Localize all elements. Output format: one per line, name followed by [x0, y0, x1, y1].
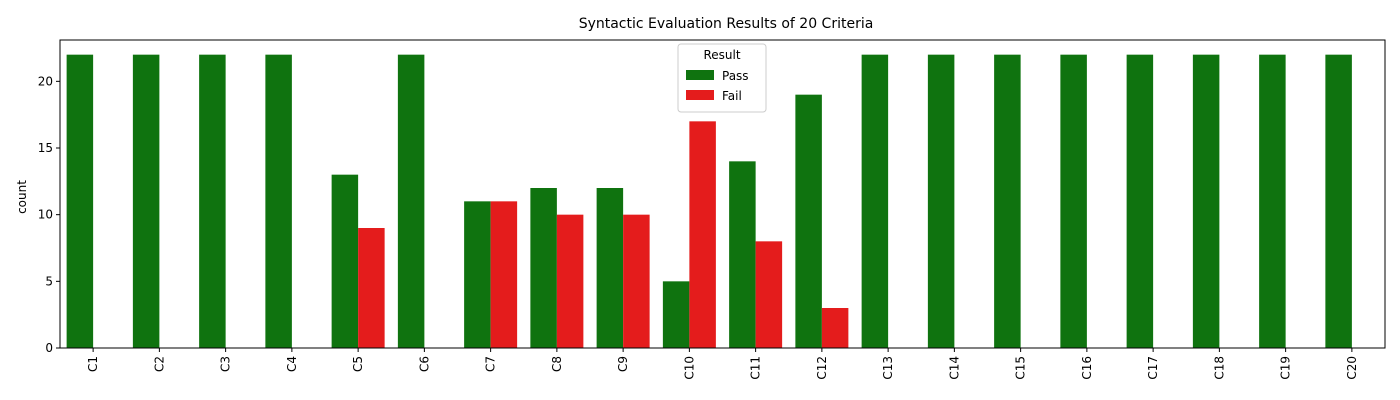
- bar-fail-c5: [358, 228, 385, 348]
- x-tick-label-c3: C3: [219, 356, 233, 372]
- legend-swatch-pass: [686, 70, 714, 80]
- bar-pass-c1: [66, 54, 94, 349]
- x-tick-label-c4: C4: [285, 356, 299, 372]
- bar-pass-c15: [994, 54, 1021, 349]
- bar-pass-c6: [397, 54, 425, 349]
- bar-fail-c11: [755, 241, 783, 348]
- bar-pass-c4: [265, 54, 292, 349]
- bar-pass-c14: [927, 54, 955, 349]
- bar-pass-c3: [199, 54, 226, 349]
- x-tick-label-c10: C10: [682, 356, 696, 380]
- legend-label-fail: Fail: [722, 89, 742, 103]
- x-tick-label-c2: C2: [152, 356, 166, 372]
- x-tick-label-c16: C16: [1080, 356, 1094, 380]
- y-tick-label: 5: [45, 274, 53, 288]
- legend-title: Result: [703, 48, 740, 62]
- bar-pass-c8: [530, 188, 557, 348]
- x-tick-label-c7: C7: [484, 356, 498, 372]
- bar-pass-c2: [132, 54, 160, 349]
- x-axis: C1 C2 C3 C4 C5 C6 C7 C8 C9 C10 C11 C12 C13 C14 C15 C16 C…: [86, 348, 1359, 380]
- y-axis: 0 5 10 15 20: [38, 74, 60, 355]
- plot-frame: [59, 39, 1386, 349]
- bars-group: [66, 54, 1352, 349]
- x-tick-label-c1: C1: [86, 356, 100, 372]
- x-tick-label-c13: C13: [881, 356, 895, 380]
- bar-pass-c13: [861, 54, 889, 349]
- bar-pass-c20: [1325, 54, 1352, 349]
- x-tick-label-c15: C15: [1014, 356, 1028, 380]
- bar-pass-c18: [1192, 54, 1220, 349]
- bar-pass-c12: [795, 94, 822, 349]
- x-tick-label-c20: C20: [1345, 356, 1359, 380]
- y-tick-label: 10: [38, 208, 53, 222]
- x-tick-label-c18: C18: [1212, 356, 1226, 380]
- y-tick-label: 20: [38, 74, 53, 88]
- legend-swatch-fail: [686, 90, 714, 100]
- bar-pass-c10: [662, 281, 690, 348]
- y-axis-label: count: [15, 180, 29, 214]
- x-tick-label-c8: C8: [550, 356, 564, 372]
- bar-fail-c10: [689, 121, 716, 348]
- bar-pass-c19: [1259, 54, 1286, 349]
- legend: Result Pass Fail: [677, 43, 767, 113]
- x-tick-label-c5: C5: [351, 356, 365, 372]
- x-tick-label-c14: C14: [947, 356, 961, 380]
- legend-label-pass: Pass: [722, 69, 749, 83]
- bar-fail-c12: [821, 308, 849, 348]
- bar-pass-c7: [464, 201, 491, 348]
- x-tick-label-c12: C12: [815, 356, 829, 380]
- bar-pass-c17: [1126, 54, 1154, 349]
- x-tick-label-c17: C17: [1146, 356, 1160, 380]
- bar-pass-c9: [596, 188, 624, 348]
- bar-fail-c8: [556, 214, 584, 348]
- bar-fail-c7: [490, 201, 518, 348]
- y-tick-label: 0: [45, 341, 53, 355]
- chart-title: Syntactic Evaluation Results of 20 Crite…: [579, 16, 874, 32]
- x-tick-label-c19: C19: [1279, 356, 1293, 380]
- bar-pass-c5: [331, 174, 359, 348]
- bar-fail-c9: [623, 214, 650, 348]
- bar-pass-c16: [1060, 54, 1087, 349]
- y-tick-label: 15: [38, 141, 53, 155]
- bar-pass-c11: [729, 161, 756, 348]
- x-tick-label-c6: C6: [417, 356, 431, 372]
- x-tick-label-c11: C11: [749, 356, 763, 380]
- x-tick-label-c9: C9: [616, 356, 630, 372]
